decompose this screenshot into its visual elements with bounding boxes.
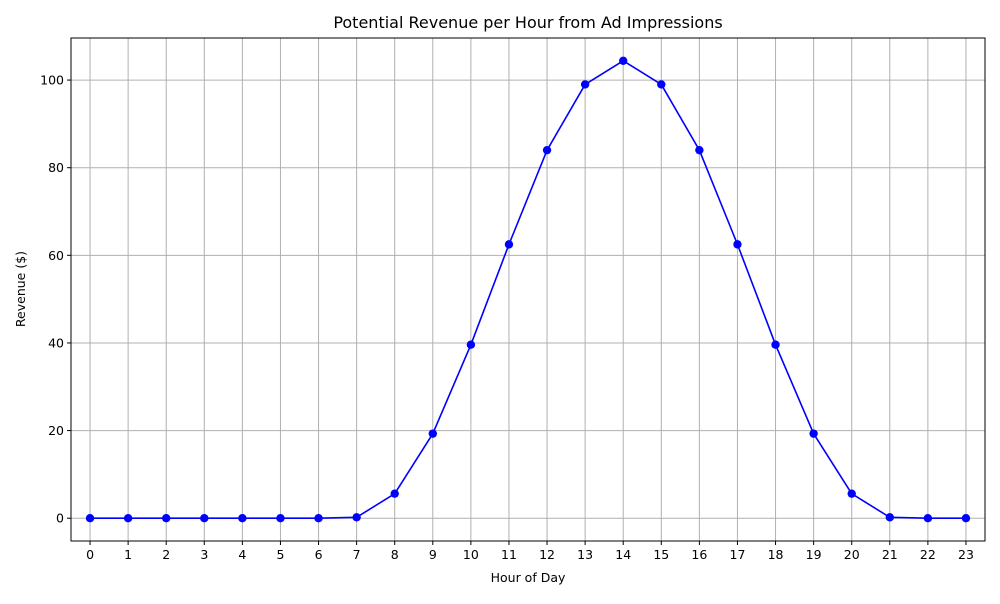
x-tick-label: 17 xyxy=(730,547,746,562)
data-point-hour-18 xyxy=(771,340,780,349)
data-point-hour-16 xyxy=(695,145,704,155)
x-tick-label: 21 xyxy=(882,547,898,562)
data-point-hour-12 xyxy=(542,145,552,155)
series-group xyxy=(85,56,971,523)
data-point-hour-21 xyxy=(885,513,894,522)
x-tick-label: 8 xyxy=(391,547,399,562)
data-point-hour-20 xyxy=(847,489,856,498)
x-tick-label: 18 xyxy=(768,547,784,562)
x-tick-label: 5 xyxy=(276,547,284,562)
data-point-hour-5 xyxy=(276,514,285,523)
data-point-hour-9 xyxy=(428,429,437,438)
axis-ticks: 0 1 2 3 4 5 6 7 8 9 10 11 12 13 14 15 16 17 18 19 20 21 22 2302… xyxy=(40,73,974,562)
data-point-hour-11 xyxy=(504,240,514,249)
data-point-hour-22 xyxy=(923,514,933,523)
x-tick-label: 15 xyxy=(653,547,669,562)
x-tick-label: 1 xyxy=(124,547,132,562)
y-tick-label: 0 xyxy=(56,511,64,526)
x-tick-label: 13 xyxy=(577,547,593,562)
x-tick-label: 7 xyxy=(353,547,361,562)
x-tick-label: 0 xyxy=(86,547,94,562)
x-tick-label: 11 xyxy=(501,547,517,562)
data-point-hour-1 xyxy=(123,514,133,523)
y-axis-label: Revenue ($) xyxy=(13,251,28,327)
data-point-hour-15 xyxy=(657,80,666,89)
x-tick-label: 3 xyxy=(200,547,208,562)
data-point-hour-7 xyxy=(352,513,361,522)
data-point-hour-10 xyxy=(466,340,476,349)
data-point-hour-6 xyxy=(314,514,323,523)
data-point-hour-13 xyxy=(580,80,590,89)
x-tick-label: 23 xyxy=(958,547,974,562)
y-tick-label: 100 xyxy=(40,73,64,88)
x-tick-label: 19 xyxy=(806,547,822,562)
x-tick-label: 10 xyxy=(463,547,479,562)
y-tick-label: 20 xyxy=(48,423,64,438)
y-tick-label: 80 xyxy=(48,160,64,175)
data-point-hour-17 xyxy=(733,240,742,249)
x-tick-label: 12 xyxy=(539,547,555,562)
data-point-hour-19 xyxy=(809,429,818,438)
y-tick-label: 60 xyxy=(48,248,64,263)
x-tick-label: 2 xyxy=(162,547,170,562)
data-point-hour-8 xyxy=(390,489,399,498)
chart-title: Potential Revenue per Hour from Ad Impre… xyxy=(333,13,722,32)
x-tick-label: 14 xyxy=(615,547,631,562)
data-point-hour-0 xyxy=(85,514,95,523)
x-tick-label: 16 xyxy=(691,547,707,562)
y-tick-label: 40 xyxy=(48,335,64,350)
series-line xyxy=(90,59,966,520)
data-point-hour-23 xyxy=(961,514,971,523)
plot-area-frame xyxy=(70,37,986,542)
x-tick-label: 6 xyxy=(315,547,323,562)
data-point-hour-2 xyxy=(162,514,171,523)
x-axis-label: Hour of Day xyxy=(491,570,566,585)
data-point-hour-3 xyxy=(200,514,209,523)
data-point-hour-4 xyxy=(238,514,247,523)
x-tick-label: 20 xyxy=(844,547,860,562)
x-tick-label: 9 xyxy=(429,547,437,562)
grid-lines xyxy=(71,38,985,541)
x-tick-label: 4 xyxy=(238,547,246,562)
data-point-hour-14 xyxy=(619,56,628,65)
x-tick-label: 22 xyxy=(920,547,936,562)
